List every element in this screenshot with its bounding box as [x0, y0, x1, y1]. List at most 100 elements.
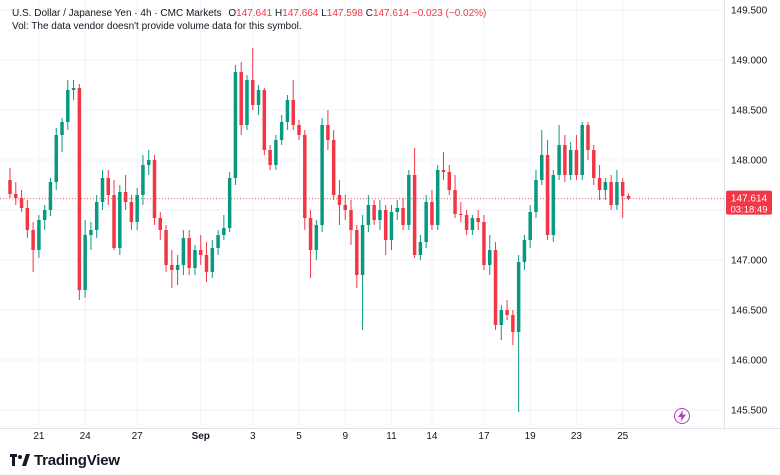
candle-body	[389, 212, 394, 240]
candle	[175, 255, 180, 285]
candle	[540, 130, 544, 185]
candle-body	[476, 218, 480, 222]
candle	[499, 305, 504, 340]
candle-body	[170, 265, 174, 270]
candle-body	[470, 218, 475, 230]
y-tick-label: 146.000	[731, 356, 768, 367]
candle	[268, 145, 272, 170]
candle	[170, 250, 174, 288]
candle	[505, 300, 509, 320]
y-tick-label: 147.000	[731, 256, 768, 267]
candle	[597, 165, 602, 200]
candle-body	[378, 210, 382, 220]
candle-body	[89, 230, 93, 235]
candle-body	[198, 250, 203, 255]
candle	[123, 175, 128, 210]
candle	[383, 205, 388, 255]
candle	[389, 205, 394, 250]
tradingview-brand[interactable]: TradingView	[10, 452, 120, 469]
candle	[580, 122, 584, 180]
candle-body	[453, 190, 457, 214]
candle	[37, 215, 41, 258]
candle	[106, 170, 111, 205]
x-tick-label: 17	[478, 431, 490, 442]
candle	[337, 180, 342, 225]
candle-body	[129, 202, 134, 222]
candle	[118, 185, 122, 255]
candle-body	[528, 212, 532, 240]
candle-body	[118, 192, 122, 248]
candle	[568, 142, 573, 180]
candle	[574, 135, 579, 180]
candle-body	[459, 214, 463, 215]
candle	[251, 48, 255, 110]
candle	[285, 95, 290, 130]
candle	[320, 118, 324, 232]
x-tick-label: 24	[80, 431, 92, 442]
candle	[360, 215, 365, 330]
candle-body	[175, 265, 180, 270]
candle-body	[25, 208, 30, 230]
candle	[239, 62, 243, 135]
candle-body	[360, 225, 365, 275]
y-tick-label: 146.500	[731, 306, 768, 317]
legend-close-value: 147.614	[372, 8, 410, 19]
candle-body	[164, 230, 168, 265]
candle-body	[303, 135, 307, 218]
candle-body	[141, 165, 145, 195]
candle	[378, 200, 382, 230]
candle	[308, 210, 313, 278]
candle-body	[66, 90, 70, 122]
candle-body	[482, 222, 486, 265]
candle-body	[268, 150, 272, 165]
candle-body	[256, 90, 261, 105]
candle	[14, 182, 18, 205]
brand-name: TradingView	[34, 452, 120, 469]
legend-open-value: 147.641	[236, 8, 273, 19]
candle	[620, 178, 625, 218]
candle	[626, 193, 631, 201]
candle-body	[279, 122, 284, 140]
candle-body	[14, 194, 18, 198]
candle-body	[222, 228, 226, 235]
candle	[326, 110, 330, 150]
legend-symbol[interactable]: U.S. Dollar / Japanese Yen · 4h · CMC Ma…	[12, 8, 222, 19]
candle-body	[401, 208, 405, 225]
candle	[493, 242, 498, 330]
candle-body	[343, 205, 347, 210]
lightning-icon[interactable]	[674, 408, 690, 424]
candle	[424, 195, 428, 248]
candle-body	[534, 180, 538, 212]
candle-body	[216, 235, 220, 248]
candle	[551, 170, 556, 242]
candle	[48, 178, 53, 216]
y-tick-label: 149.500	[731, 6, 768, 17]
candle	[193, 245, 197, 275]
candle-body	[424, 202, 428, 242]
candle-body	[123, 192, 128, 202]
candle-body	[557, 145, 561, 175]
candle-body	[487, 250, 492, 265]
bar-countdown: 03:18:49	[731, 205, 768, 216]
candle	[227, 172, 232, 232]
candle-body	[106, 178, 111, 195]
x-tick-label: 3	[250, 431, 256, 442]
legend-ohlc-line: U.S. Dollar / Japanese Yen · 4h · CMC Ma…	[12, 7, 486, 20]
candle-body	[418, 242, 423, 255]
candle-body	[94, 202, 99, 230]
legend-high-label: H	[275, 8, 283, 19]
candle	[274, 135, 278, 170]
candle	[476, 210, 480, 230]
x-tick-label: 14	[426, 431, 438, 442]
candle-body	[516, 262, 521, 332]
legend-volume-note: Vol: The data vendor doesn't provide vol…	[12, 21, 302, 32]
candle-body	[291, 100, 295, 125]
candle	[164, 225, 168, 272]
candle-body	[545, 155, 550, 235]
legend-high-value: 147.664	[282, 8, 319, 19]
candle-body	[112, 195, 116, 248]
candle	[366, 195, 371, 232]
candle-body	[626, 195, 631, 199]
